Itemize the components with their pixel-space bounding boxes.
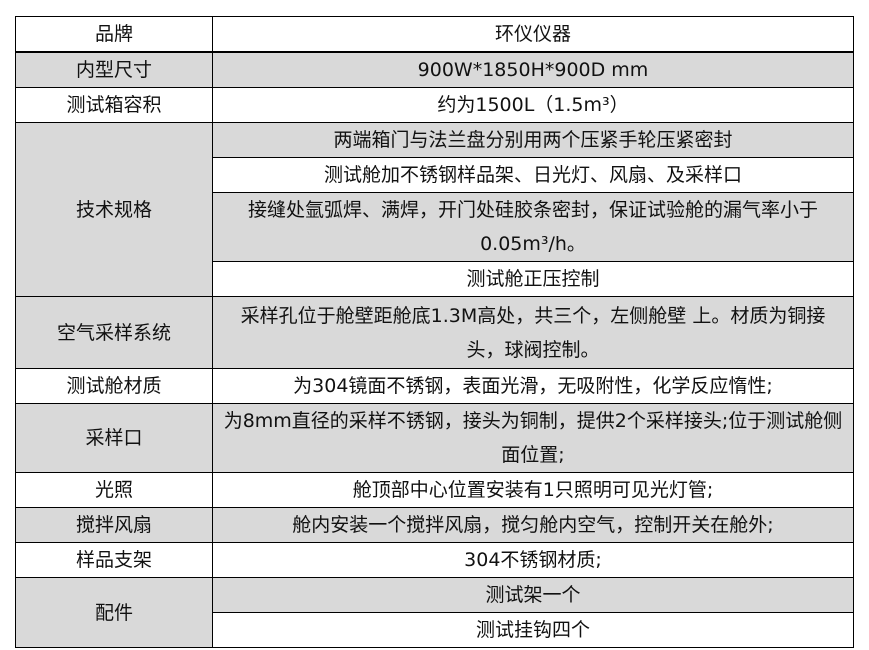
value-air: 采样孔位于舱壁距舱底1.3M高处，共三个，左侧舱壁 上。材质为铜接头，球阀控制。 <box>212 296 854 369</box>
value-tech-1: 两端箱门与法兰盘分别用两个压紧手轮压紧密封 <box>212 122 854 158</box>
value-tech-2: 测试舱加不锈钢样品架、日光灯、风扇、及采样口 <box>212 157 854 193</box>
value-tech-4: 测试舱正压控制 <box>212 261 854 297</box>
row-accessories-2: 测试挂钩四个 <box>16 612 854 648</box>
value-tech-3: 接缝处氩弧焊、满焊，开门处硅胶条密封，保证试验舱的漏气率小于0.05m³/h。 <box>212 192 854 262</box>
row-accessories: 配件 测试架一个 <box>15 577 854 648</box>
value-accessories-1: 测试架一个 <box>212 577 854 613</box>
row-port: 采样口 为8mm直径的采样不锈钢，接头为铜制，提供2个采样接头;位于测试舱侧面位… <box>15 403 854 473</box>
label-tech: 技术规格 <box>15 122 213 297</box>
label-rack: 样品支架 <box>15 542 213 578</box>
row-volume: 测试箱容积 约为1500L（1.5m³） <box>15 87 854 123</box>
row-fan: 搅拌风扇 舱内安装一个搅拌风扇，搅匀舱内空气，控制开关在舱外; <box>15 507 854 543</box>
row-material: 测试舱材质 为304镜面不锈钢，表面光滑，无吸附性，化学反应惰性; <box>15 368 854 404</box>
spec-table: 品牌 环仪仪器 内型尺寸 900W*1850H*900D mm 测试箱容积 约为… <box>15 16 854 648</box>
row-inner-size: 内型尺寸 900W*1850H*900D mm <box>15 51 854 88</box>
value-inner-size: 900W*1850H*900D mm <box>212 51 854 88</box>
row-light: 光照 舱顶部中心位置安装有1只照明可见光灯管; <box>15 472 854 508</box>
value-brand: 环仪仪器 <box>212 16 854 53</box>
row-tech: 技术规格 两端箱门与法兰盘分别用两个压紧手轮压紧密封 <box>15 122 854 297</box>
label-volume: 测试箱容积 <box>15 87 213 123</box>
label-brand: 品牌 <box>15 16 213 53</box>
row-air: 空气采样系统 采样孔位于舱壁距舱底1.3M高处，共三个，左侧舱壁 上。材质为铜接… <box>15 296 854 369</box>
label-port: 采样口 <box>15 403 213 473</box>
row-tech-2: 测试舱加不锈钢样品架、日光灯、风扇、及采样口 <box>16 157 854 193</box>
row-brand: 品牌 环仪仪器 <box>15 16 854 53</box>
label-accessories: 配件 <box>15 577 213 648</box>
value-port: 为8mm直径的采样不锈钢，接头为铜制，提供2个采样接头;位于测试舱侧面位置; <box>212 403 854 473</box>
label-fan: 搅拌风扇 <box>15 507 213 543</box>
row-tech-3: 接缝处氩弧焊、满焊，开门处硅胶条密封，保证试验舱的漏气率小于0.05m³/h。 <box>16 192 854 262</box>
label-inner-size: 内型尺寸 <box>15 51 213 88</box>
value-accessories-2: 测试挂钩四个 <box>212 612 854 648</box>
label-material: 测试舱材质 <box>15 368 213 404</box>
label-light: 光照 <box>15 472 213 508</box>
value-fan: 舱内安装一个搅拌风扇，搅匀舱内空气，控制开关在舱外; <box>212 507 854 543</box>
label-air: 空气采样系统 <box>15 296 213 369</box>
value-material: 为304镜面不锈钢，表面光滑，无吸附性，化学反应惰性; <box>212 368 854 404</box>
value-volume: 约为1500L（1.5m³） <box>212 87 854 123</box>
value-light: 舱顶部中心位置安装有1只照明可见光灯管; <box>212 472 854 508</box>
row-rack: 样品支架 304不锈钢材质; <box>15 542 854 578</box>
value-rack: 304不锈钢材质; <box>212 542 854 578</box>
